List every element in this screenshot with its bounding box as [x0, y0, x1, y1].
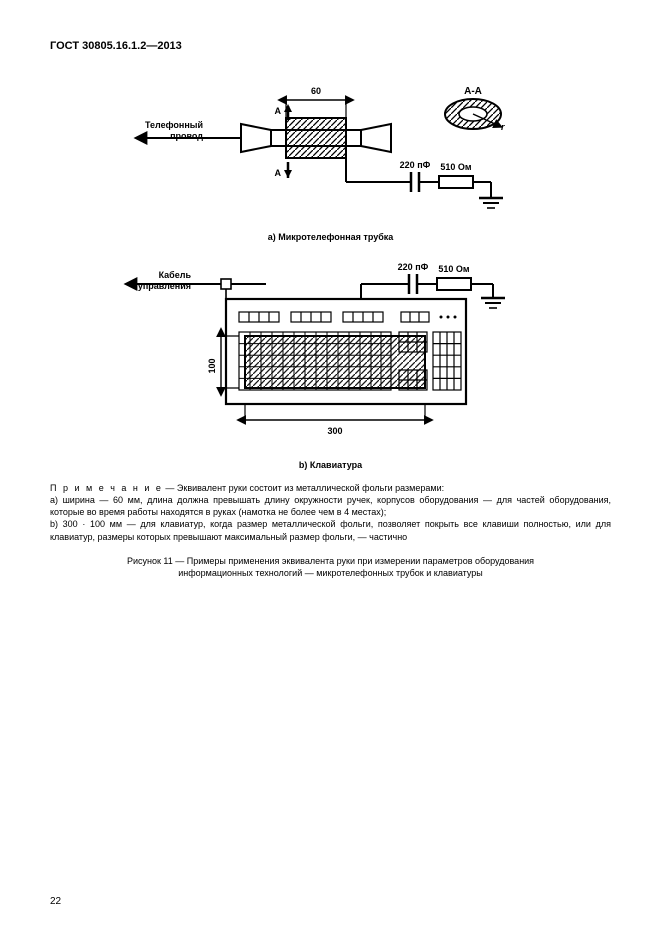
r-label: r: [501, 122, 505, 132]
sec-a-bot-arrow: [284, 170, 292, 178]
cap-label-a: 220 пФ: [399, 160, 430, 170]
note-item-a: a) ширина — 60 мм, длина должна превышат…: [50, 495, 611, 517]
marker-a-top: А: [274, 106, 281, 116]
resistor-a: [439, 176, 473, 188]
numpad: [433, 332, 461, 390]
note-intro: — Эквивалент руки состоит из металлическ…: [163, 483, 444, 493]
page: ГОСТ 30805.16.1.2—2013 Телефонный провод: [0, 0, 661, 935]
resistor-b: [437, 278, 471, 290]
figure-title-line2: информационных технологий — микротелефон…: [178, 568, 483, 578]
figure-b: Кабель управления 220 пФ 510 Ом: [50, 254, 611, 470]
marker-a-bottom: А: [274, 168, 281, 178]
dim-60-text: 60: [310, 86, 320, 96]
phone-wire-label-1: Телефонный: [144, 120, 202, 130]
figure-title: Рисунок 11 — Примеры применения эквивале…: [50, 555, 611, 579]
figure-a-svg: Телефонный провод 60 А: [121, 66, 541, 226]
cable-label-1: Кабель: [158, 270, 191, 280]
foil-wrap: [286, 118, 346, 158]
dim-300-text: 300: [327, 426, 342, 436]
dim-100-text: 100: [207, 358, 217, 373]
page-number: 22: [50, 896, 61, 907]
note-lead: П р и м е ч а н и е: [50, 483, 163, 493]
sec-a-top-arrow: [284, 104, 292, 112]
cable-label-2: управления: [137, 281, 190, 291]
figure-b-caption: b) Клавиатура: [50, 460, 611, 470]
figure-a-caption: a) Микротелефонная трубка: [50, 232, 611, 242]
res-label-b: 510 Ом: [438, 264, 470, 274]
section-aa-label: А-А: [464, 86, 482, 97]
phone-wire-label-2: провод: [170, 131, 203, 141]
figure-a: Телефонный провод 60 А: [50, 66, 611, 242]
doc-header: ГОСТ 30805.16.1.2—2013: [50, 40, 611, 52]
note-item-b: b) 300 · 100 мм — для клавиатур, когда р…: [50, 519, 611, 541]
figure-b-svg: Кабель управления 220 пФ 510 Ом: [121, 254, 541, 454]
figure-title-line1: Рисунок 11 — Примеры применения эквивале…: [127, 556, 534, 566]
res-label-a: 510 Ом: [440, 162, 472, 172]
cap-label-b: 220 пФ: [397, 262, 428, 272]
note-block: П р и м е ч а н и е — Эквивалент руки со…: [50, 482, 611, 543]
foil-overlay: [245, 336, 425, 388]
